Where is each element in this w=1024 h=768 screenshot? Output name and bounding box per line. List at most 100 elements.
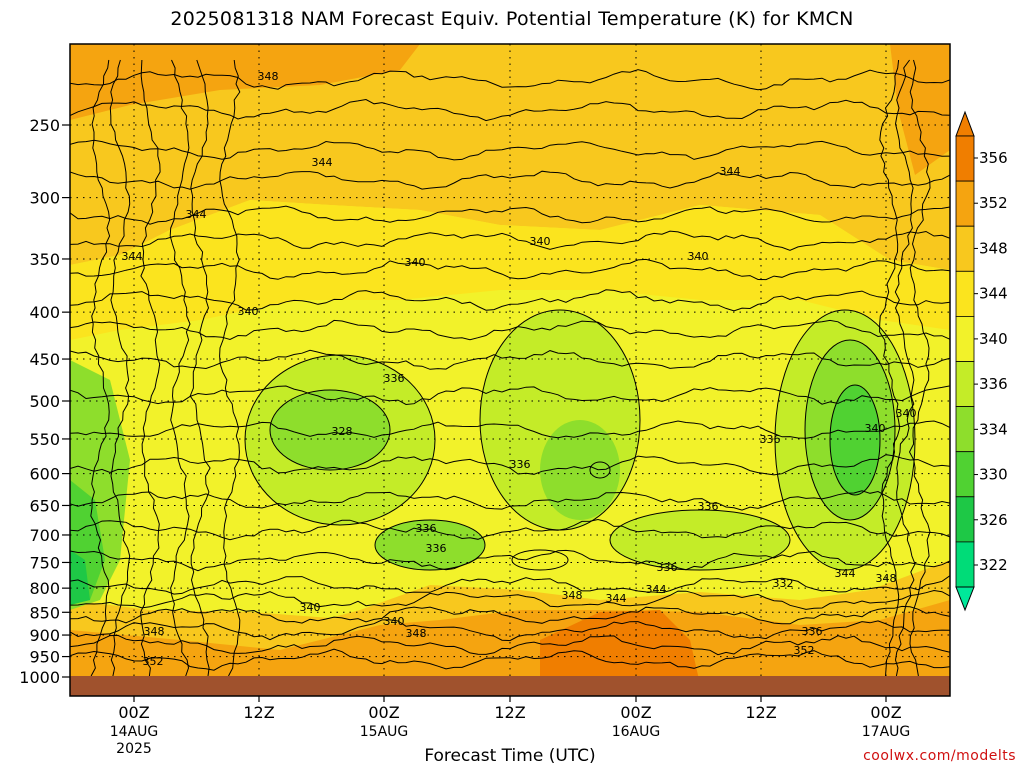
fill-lower-orange: [70, 600, 950, 676]
contour-line: [70, 589, 950, 610]
x-tick-time: 00Z: [870, 703, 901, 722]
y-tick-label: 250: [29, 116, 60, 135]
x-tick-year: 2025: [116, 741, 152, 757]
x-tick-time: 12Z: [745, 703, 776, 722]
contour-label: 344: [720, 165, 741, 178]
contour-line: [879, 59, 901, 676]
colorbar-segment: [955, 496, 975, 543]
contour-ring: [244, 354, 436, 526]
contour-label: 348: [144, 625, 165, 638]
contour-label: 344: [312, 156, 333, 169]
contour-label: 348: [258, 70, 279, 83]
colorbar-label: 340: [979, 330, 1008, 348]
contour-line: [219, 59, 241, 676]
credit-text: coolwx.com/modelts: [863, 748, 1016, 764]
contour-line: [169, 59, 191, 676]
contour-line: [70, 648, 950, 671]
contour-label: 344: [835, 567, 856, 580]
x-tick-time: 00Z: [368, 703, 399, 722]
contour-label: 340: [865, 422, 886, 435]
contour-label: 328: [332, 425, 353, 438]
ground-band: [70, 676, 950, 696]
x-tick-date: 16AUG: [612, 724, 661, 740]
contour-ring: [374, 519, 486, 571]
y-tick-label: 400: [29, 303, 60, 322]
contour-label: 336: [698, 500, 719, 513]
contour-label: 336: [384, 372, 405, 385]
contour-label: 344: [186, 208, 207, 221]
x-tick-date: 17AUG: [862, 724, 911, 740]
colorbar-segment: [955, 180, 975, 227]
colorbar-segment: [955, 361, 975, 407]
colorbar-label: 356: [979, 149, 1008, 167]
contour-line: [70, 319, 950, 341]
contour-label: 340: [238, 305, 259, 318]
fill-yellow-band: [70, 200, 950, 340]
contour-line: [189, 59, 211, 676]
colorbar-label: 352: [979, 194, 1008, 212]
contour-line: [908, 59, 931, 676]
colorbar-segment: [955, 225, 975, 272]
contour-label: 344: [606, 592, 627, 605]
y-tick-label: 800: [29, 579, 60, 598]
x-tick-time: 00Z: [620, 703, 651, 722]
contour-label: 340: [530, 235, 551, 248]
contour-label: 336: [510, 458, 531, 471]
contour-label: 332: [773, 577, 794, 590]
contour-line: [70, 98, 950, 122]
y-tick-label: 550: [29, 430, 60, 449]
y-tick-label: 500: [29, 392, 60, 411]
colorbar-bottom-arrow: [955, 586, 975, 612]
contour-line: [70, 230, 950, 251]
contour-line: [70, 258, 950, 281]
contour-ring: [829, 384, 881, 496]
y-tick-label: 950: [29, 648, 60, 667]
colorbar-top-arrow: [955, 110, 975, 137]
fill-left-green-3: [70, 550, 90, 605]
contour-line: [109, 59, 131, 676]
y-tick-label: 650: [29, 496, 60, 515]
contour-ring: [589, 461, 611, 479]
contour-label: 340: [688, 250, 709, 263]
contour-label: 352: [794, 644, 815, 657]
y-tick-label: 850: [29, 603, 60, 622]
colorbar-segment: [955, 315, 975, 362]
x-tick-time: 12Z: [494, 703, 525, 722]
contour-ring: [511, 549, 569, 571]
contour-line: [90, 59, 111, 676]
contour-label: 348: [876, 572, 897, 585]
contour-line: [894, 59, 916, 676]
y-tick-label: 350: [29, 250, 60, 269]
fill-orange-core: [540, 610, 699, 676]
contour-line: [70, 170, 950, 190]
x-tick-time: 00Z: [118, 703, 149, 722]
contour-label: 336: [426, 542, 447, 555]
y-tick-label: 750: [29, 553, 60, 572]
x-tick-date: 14AUG: [110, 724, 159, 740]
colorbar-segment: [955, 541, 975, 588]
y-tick-label: 700: [29, 526, 60, 545]
chart-title: 2025081318 NAM Forecast Equiv. Potential…: [170, 8, 854, 30]
contour-label: 340: [300, 601, 321, 614]
contour-label: 344: [122, 250, 143, 263]
contour-line: [70, 575, 950, 595]
colorbar-segment: [955, 451, 975, 498]
contour-line: [70, 454, 950, 476]
contour-ring: [774, 309, 916, 571]
colorbar-segment: [955, 135, 975, 182]
contour-label: 340: [384, 615, 405, 628]
contour-line: [140, 59, 161, 676]
y-tick-label: 900: [29, 626, 60, 645]
y-tick-label: 600: [29, 465, 60, 484]
fill-blob-1b: [270, 390, 390, 470]
contour-label: 348: [406, 627, 427, 640]
contour-ring: [804, 339, 896, 521]
colorbar-label: 326: [979, 511, 1008, 529]
y-tick-label: 1000: [19, 668, 60, 687]
contour-label: 336: [416, 522, 437, 535]
contour-ring: [269, 389, 391, 471]
contour-label: 336: [802, 625, 823, 638]
colorbar-label: 330: [979, 466, 1008, 484]
contour-line: [70, 69, 950, 91]
